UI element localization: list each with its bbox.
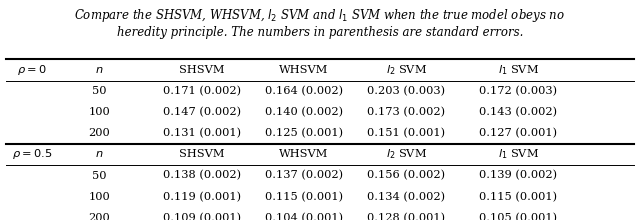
Text: $l_2$ SVM: $l_2$ SVM — [386, 148, 427, 161]
Text: 0.203 (0.003): 0.203 (0.003) — [367, 86, 445, 96]
Text: 100: 100 — [88, 192, 110, 202]
Text: 0.115 (0.001): 0.115 (0.001) — [265, 192, 343, 202]
Text: 0.138 (0.002): 0.138 (0.002) — [163, 170, 241, 181]
Text: 0.172 (0.003): 0.172 (0.003) — [479, 86, 557, 96]
Text: $l_1$ SVM: $l_1$ SVM — [498, 63, 539, 77]
Text: 0.156 (0.002): 0.156 (0.002) — [367, 170, 445, 181]
Text: 0.140 (0.002): 0.140 (0.002) — [265, 107, 343, 117]
Text: 50: 50 — [92, 170, 106, 181]
Text: WHSVM: WHSVM — [279, 149, 329, 160]
Text: 0.147 (0.002): 0.147 (0.002) — [163, 107, 241, 117]
Text: 0.115 (0.001): 0.115 (0.001) — [479, 192, 557, 202]
Text: $l_2$ SVM: $l_2$ SVM — [386, 63, 427, 77]
Text: 0.164 (0.002): 0.164 (0.002) — [265, 86, 343, 96]
Text: 0.137 (0.002): 0.137 (0.002) — [265, 170, 343, 181]
Text: Compare the SHSVM, WHSVM, $l_2$ SVM and $l_1$ SVM when the true model obeys no
h: Compare the SHSVM, WHSVM, $l_2$ SVM and … — [74, 7, 566, 38]
Text: 0.125 (0.001): 0.125 (0.001) — [265, 128, 343, 138]
Text: 0.134 (0.002): 0.134 (0.002) — [367, 192, 445, 202]
Text: WHSVM: WHSVM — [279, 65, 329, 75]
Text: SHSVM: SHSVM — [179, 65, 225, 75]
Text: $n$: $n$ — [95, 149, 104, 160]
Text: SHSVM: SHSVM — [179, 149, 225, 160]
Text: 0.173 (0.002): 0.173 (0.002) — [367, 107, 445, 117]
Text: 100: 100 — [88, 107, 110, 117]
Text: 0.128 (0.001): 0.128 (0.001) — [367, 213, 445, 220]
Text: 0.105 (0.001): 0.105 (0.001) — [479, 213, 557, 220]
Text: 0.104 (0.001): 0.104 (0.001) — [265, 213, 343, 220]
Text: 0.109 (0.001): 0.109 (0.001) — [163, 213, 241, 220]
Text: $l_1$ SVM: $l_1$ SVM — [498, 148, 539, 161]
Text: 0.143 (0.002): 0.143 (0.002) — [479, 107, 557, 117]
Text: 0.139 (0.002): 0.139 (0.002) — [479, 170, 557, 181]
Text: $n$: $n$ — [95, 65, 104, 75]
Text: 0.151 (0.001): 0.151 (0.001) — [367, 128, 445, 138]
Text: 200: 200 — [88, 213, 110, 220]
Text: $\rho = 0.5$: $\rho = 0.5$ — [12, 147, 52, 161]
Text: 0.127 (0.001): 0.127 (0.001) — [479, 128, 557, 138]
Text: 200: 200 — [88, 128, 110, 138]
Text: 0.119 (0.001): 0.119 (0.001) — [163, 192, 241, 202]
Text: 50: 50 — [92, 86, 106, 96]
Text: $\rho = 0$: $\rho = 0$ — [17, 63, 47, 77]
Text: 0.171 (0.002): 0.171 (0.002) — [163, 86, 241, 96]
Text: 0.131 (0.001): 0.131 (0.001) — [163, 128, 241, 138]
